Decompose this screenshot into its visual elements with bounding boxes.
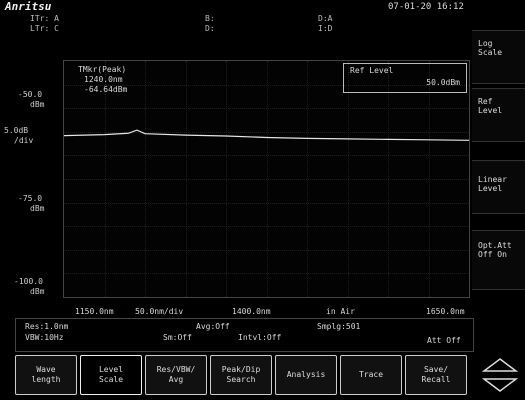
x-stop: 1650.0nm: [426, 307, 465, 316]
softkey-opt-att[interactable]: Opt.Att Off On: [472, 230, 525, 290]
y-mid-unit: dBm: [30, 204, 45, 213]
tab-label: Peak/Dip: [221, 365, 261, 374]
y-top-value: -50.0: [18, 90, 43, 99]
tab-label: Trace: [358, 370, 384, 379]
status-avg: Avg:Off: [196, 322, 230, 331]
tab-label: Save/: [423, 365, 449, 374]
double-arrow-icon: [481, 358, 519, 392]
tab-peak-dip-search[interactable]: Peak/Dip Search: [210, 355, 272, 395]
softkey-ref-level[interactable]: Ref Level: [472, 88, 525, 142]
brand-logo: Anritsu: [5, 0, 52, 13]
x-center: 1400.0nm: [232, 307, 271, 316]
y-scale-value: 5.0dB: [4, 126, 29, 135]
x-span-div: 50.0nm/div: [135, 307, 184, 316]
y-bottom-value: -100.0: [14, 277, 43, 286]
tab-res-vbw-avg[interactable]: Res/VBW/ Avg: [145, 355, 207, 395]
header-itr: ITr: A: [30, 14, 59, 23]
header-id: I:D: [318, 24, 333, 33]
softkey-label: Ref: [478, 97, 493, 106]
softkey-sublabel: Off On: [478, 250, 507, 259]
tab-sublabel: Recall: [421, 375, 451, 384]
marker-wavelength: 1240.0nm: [84, 75, 123, 84]
status-res: Res:1.0nm: [25, 322, 69, 331]
tab-label: Analysis: [286, 370, 326, 379]
x-medium: in Air: [326, 307, 355, 316]
status-vbw: VBW:10Hz: [25, 333, 64, 342]
tab-label: Res/VBW/: [156, 365, 196, 374]
status-smplg: Smplg:501: [317, 322, 361, 331]
tab-wavelength[interactable]: Wave length: [15, 355, 77, 395]
y-scale-unit: /div: [14, 136, 34, 145]
y-top-unit: dBm: [30, 100, 45, 109]
tab-save-recall[interactable]: Save/ Recall: [405, 355, 467, 395]
softkey-label: Opt.Att: [478, 241, 512, 250]
status-bar: [15, 318, 474, 352]
header-ltr: LTr: C: [30, 24, 59, 33]
status-sm: Sm:Off: [163, 333, 192, 342]
date-time: 07-01-20 16:12: [388, 2, 464, 12]
header-da: D:A: [318, 14, 333, 23]
softkey-linear-level[interactable]: Linear Level: [472, 160, 525, 214]
softkey-sublabel: Level: [478, 106, 503, 115]
tab-sublabel: Avg: [168, 375, 184, 384]
header-d: D:: [205, 24, 215, 33]
trace-graph: [64, 129, 469, 141]
tab-analysis[interactable]: Analysis: [275, 355, 337, 395]
tab-label: Level: [98, 365, 124, 374]
ref-level-label: Ref Level: [350, 66, 394, 75]
tab-trace[interactable]: Trace: [340, 355, 402, 395]
tab-sublabel: Scale: [98, 375, 124, 384]
ref-level-value: 50.0dBm: [426, 78, 460, 87]
y-bottom-unit: dBm: [30, 287, 45, 296]
softkey-label: Log: [478, 39, 493, 48]
softkey-log-scale[interactable]: Log Scale: [472, 30, 525, 84]
trace-line: [64, 129, 469, 141]
header-b: B:: [205, 14, 215, 23]
spectrum-plot: [63, 60, 470, 298]
status-intvl: Intvl:Off: [238, 333, 282, 342]
marker-level: -64.64dBm: [84, 85, 128, 94]
softkey-sublabel: Scale: [478, 48, 503, 57]
menu-toggle-arrows-icon[interactable]: [478, 356, 522, 394]
y-mid-value: -75.0: [18, 194, 43, 203]
tab-level-scale[interactable]: Level Scale: [80, 355, 142, 395]
x-start: 1150.0nm: [75, 307, 114, 316]
ref-level-box: Ref Level 50.0dBm: [343, 63, 467, 93]
tab-label: Wave: [36, 365, 56, 374]
softkey-sublabel: Level: [478, 184, 503, 193]
marker-title: TMkr(Peak): [78, 65, 127, 74]
tab-sublabel: Search: [226, 375, 256, 384]
tab-sublabel: length: [31, 375, 61, 384]
status-att: Att Off: [427, 336, 461, 345]
softkey-label: Linear: [478, 175, 507, 184]
